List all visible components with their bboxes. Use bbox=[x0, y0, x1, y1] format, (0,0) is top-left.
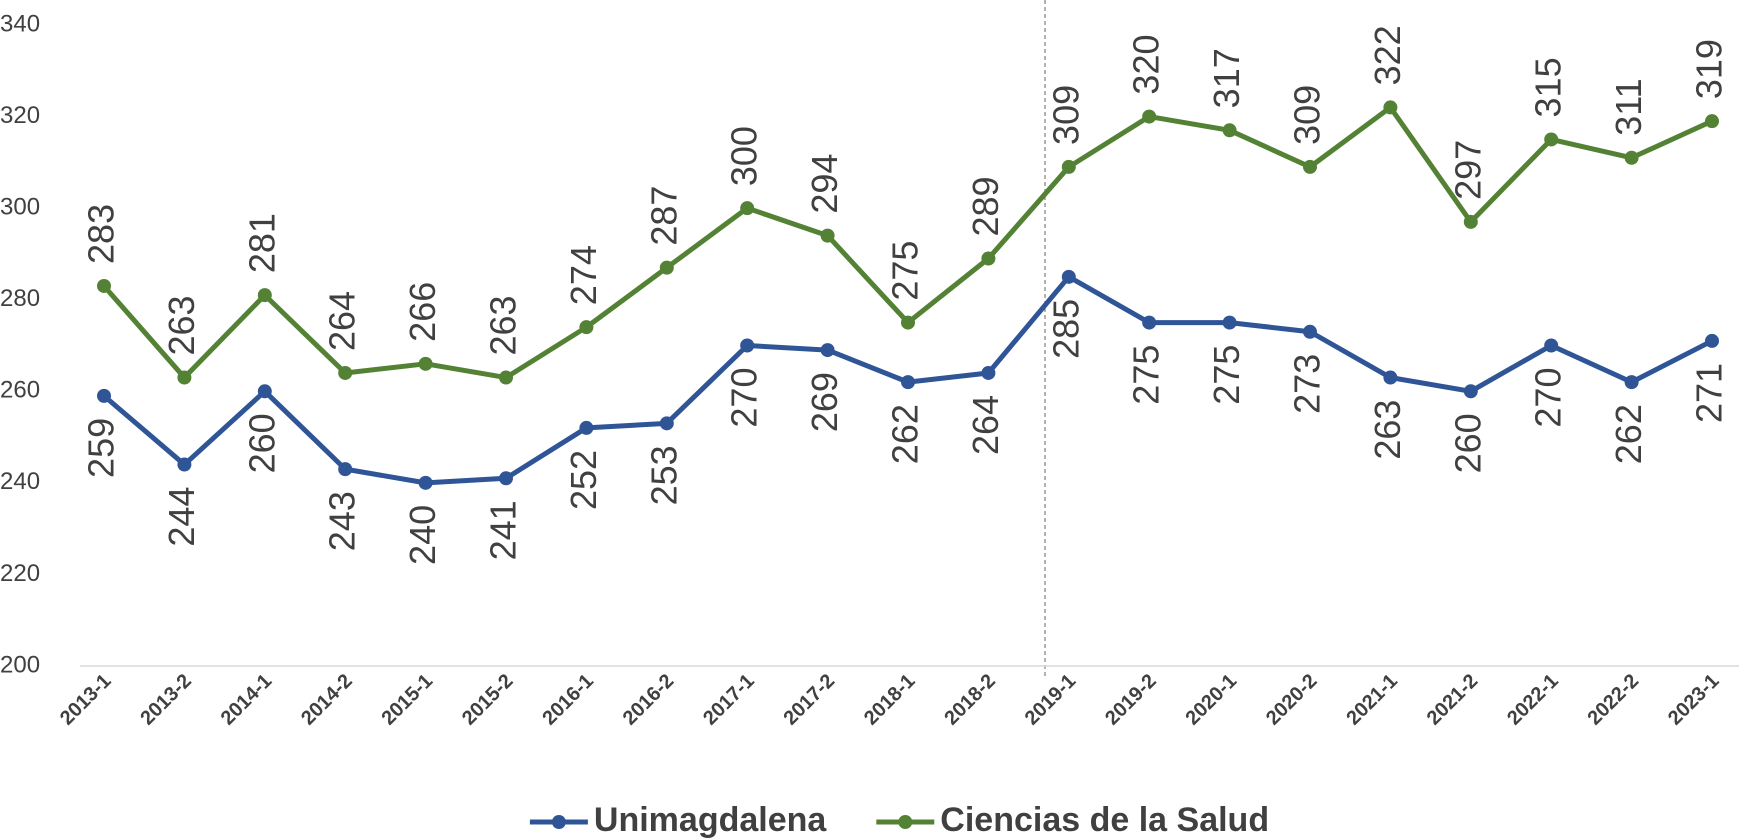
y-tick-label: 240 bbox=[0, 468, 40, 495]
data-point bbox=[1705, 114, 1719, 129]
data-label: 260 bbox=[1447, 413, 1488, 473]
data-point bbox=[740, 201, 755, 216]
data-label: 319 bbox=[1689, 39, 1730, 99]
data-point bbox=[820, 343, 835, 358]
data-label: 275 bbox=[1126, 345, 1167, 405]
data-point bbox=[418, 356, 433, 371]
data-label: 262 bbox=[885, 404, 926, 464]
data-point bbox=[1142, 109, 1157, 124]
data-point bbox=[338, 462, 353, 477]
data-label: 309 bbox=[1287, 85, 1328, 145]
data-label: 264 bbox=[965, 395, 1006, 455]
data-label: 262 bbox=[1608, 404, 1649, 464]
data-point bbox=[579, 420, 594, 435]
data-label: 311 bbox=[1608, 78, 1649, 135]
data-label: 273 bbox=[1287, 354, 1328, 414]
data-label: 244 bbox=[161, 487, 202, 547]
data-label: 283 bbox=[81, 204, 122, 264]
data-point bbox=[1061, 269, 1076, 284]
data-point bbox=[1544, 132, 1559, 147]
y-tick-label: 260 bbox=[0, 377, 40, 404]
data-point bbox=[499, 370, 513, 385]
data-point bbox=[579, 320, 594, 335]
data-label: 263 bbox=[161, 295, 202, 355]
data-label: 243 bbox=[322, 491, 363, 551]
data-point bbox=[659, 416, 674, 431]
data-point bbox=[1303, 324, 1317, 339]
data-point bbox=[418, 475, 433, 490]
legend: Unimagdalena Ciencias de la Salud bbox=[529, 801, 1269, 839]
data-label: 287 bbox=[643, 186, 684, 246]
data-point bbox=[338, 365, 353, 380]
data-label: 240 bbox=[402, 505, 443, 565]
data-point bbox=[740, 338, 755, 353]
data-label: 317 bbox=[1206, 48, 1247, 108]
data-point bbox=[1544, 338, 1559, 353]
data-point bbox=[257, 288, 272, 303]
y-tick-label: 300 bbox=[0, 193, 40, 220]
data-label: 266 bbox=[402, 282, 443, 342]
data-point bbox=[97, 278, 111, 293]
data-point bbox=[1463, 214, 1478, 229]
legend-label: Unimagdalena bbox=[594, 801, 827, 839]
legend-marker bbox=[551, 815, 566, 829]
data-point bbox=[1463, 384, 1478, 399]
data-label: 270 bbox=[724, 368, 765, 428]
data-point bbox=[1383, 370, 1398, 385]
data-label: 320 bbox=[1126, 34, 1167, 94]
data-label: 274 bbox=[563, 245, 604, 305]
y-tick-label: 220 bbox=[0, 560, 40, 587]
data-label: 297 bbox=[1447, 140, 1488, 200]
data-point bbox=[499, 471, 513, 486]
data-point bbox=[1061, 159, 1076, 174]
data-point bbox=[1705, 333, 1719, 348]
data-point bbox=[820, 228, 835, 243]
y-tick-label: 200 bbox=[0, 651, 40, 678]
data-label: 269 bbox=[804, 372, 845, 432]
data-label: 263 bbox=[1367, 400, 1408, 460]
data-point bbox=[1303, 159, 1317, 174]
data-label: 294 bbox=[804, 154, 845, 214]
data-point bbox=[901, 375, 915, 390]
data-label: 315 bbox=[1528, 57, 1569, 117]
data-label: 253 bbox=[643, 445, 684, 505]
data-point bbox=[1624, 375, 1639, 390]
data-label: 271 bbox=[1689, 363, 1730, 423]
data-label: 285 bbox=[1045, 299, 1086, 359]
data-label: 289 bbox=[965, 176, 1006, 236]
data-point bbox=[1383, 100, 1398, 115]
data-point bbox=[257, 384, 272, 399]
data-label: 309 bbox=[1045, 85, 1086, 145]
data-point bbox=[981, 365, 996, 380]
data-label: 281 bbox=[241, 213, 282, 273]
data-point bbox=[1222, 123, 1237, 138]
data-label: 322 bbox=[1367, 25, 1408, 85]
data-label: 263 bbox=[483, 295, 524, 355]
data-point bbox=[981, 251, 996, 266]
data-label: 259 bbox=[81, 418, 122, 478]
data-point bbox=[97, 388, 111, 403]
legend-label: Ciencias de la Salud bbox=[940, 801, 1269, 839]
data-label: 252 bbox=[563, 450, 604, 510]
data-point bbox=[901, 315, 915, 330]
data-point bbox=[177, 457, 192, 472]
legend-marker bbox=[898, 815, 913, 829]
data-point bbox=[1624, 150, 1639, 165]
data-label: 275 bbox=[1206, 345, 1247, 405]
data-point bbox=[659, 260, 674, 275]
y-tick-label: 320 bbox=[0, 102, 40, 129]
data-point bbox=[1142, 315, 1157, 330]
data-label: 264 bbox=[322, 291, 363, 351]
data-label: 260 bbox=[241, 413, 282, 473]
data-label: 275 bbox=[885, 241, 926, 301]
data-label: 241 bbox=[483, 500, 524, 560]
y-tick-label: 340 bbox=[0, 10, 40, 37]
y-tick-label: 280 bbox=[0, 285, 40, 312]
data-label: 300 bbox=[724, 126, 765, 186]
data-label: 270 bbox=[1528, 368, 1569, 428]
data-point bbox=[177, 370, 192, 385]
data-point bbox=[1222, 315, 1237, 330]
